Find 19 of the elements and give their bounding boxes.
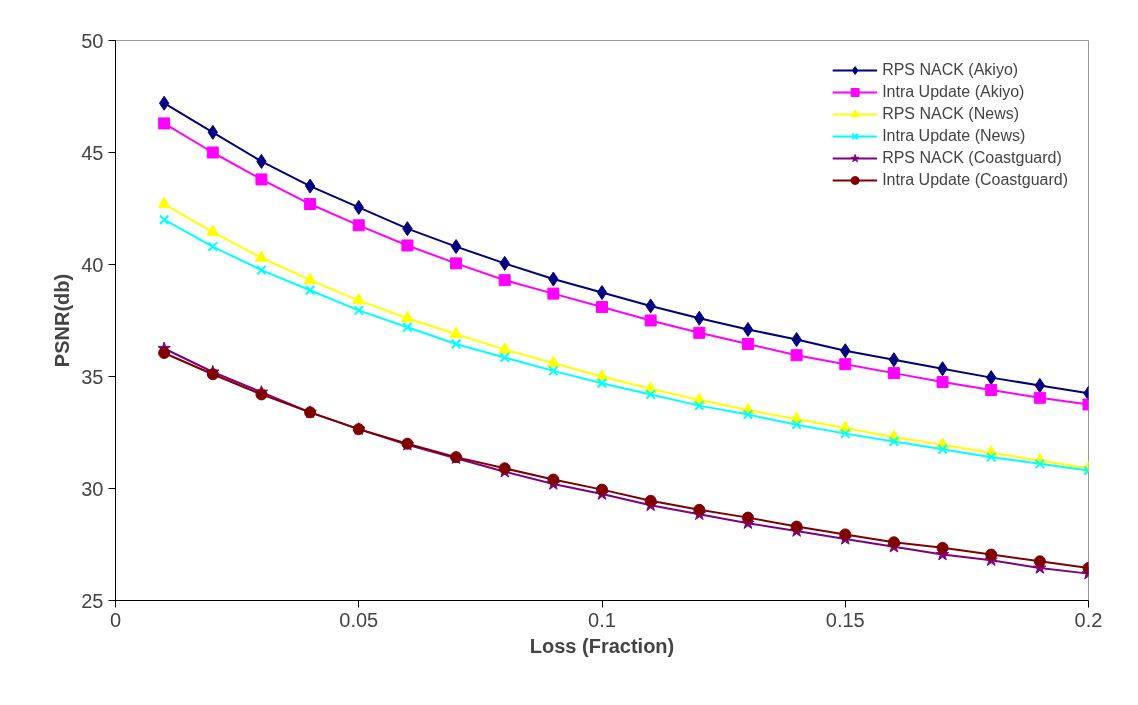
y-tick-label: 25 [81,589,104,612]
x-tick-label: 0.2 [1074,608,1103,631]
y-tick-label: 30 [81,477,104,500]
legend-label: Intra Update (News) [882,126,1026,146]
x-axis-title: Loss (Fraction) [529,634,675,657]
legend-label: Intra Update (Akiyo) [882,82,1025,102]
y-tick-label: 45 [81,141,104,164]
x-tick-label: 0.05 [339,608,379,631]
y-tick-label: 50 [81,29,104,52]
y-axis-title: PSNR(db) [51,273,74,368]
y-tick-label: 40 [81,253,104,276]
legend-label: Intra Update (Coastguard) [882,170,1068,190]
legend-label: RPS NACK (News) [882,104,1020,124]
x-tick-label: 0.15 [825,608,865,631]
legend-label: RPS NACK (Coastguard) [882,148,1062,168]
legend-label: RPS NACK (Akiyo) [882,60,1019,80]
x-tick-label: 0 [109,608,122,631]
x-tick-label: 0.1 [588,608,616,631]
y-tick-label: 35 [81,365,104,388]
